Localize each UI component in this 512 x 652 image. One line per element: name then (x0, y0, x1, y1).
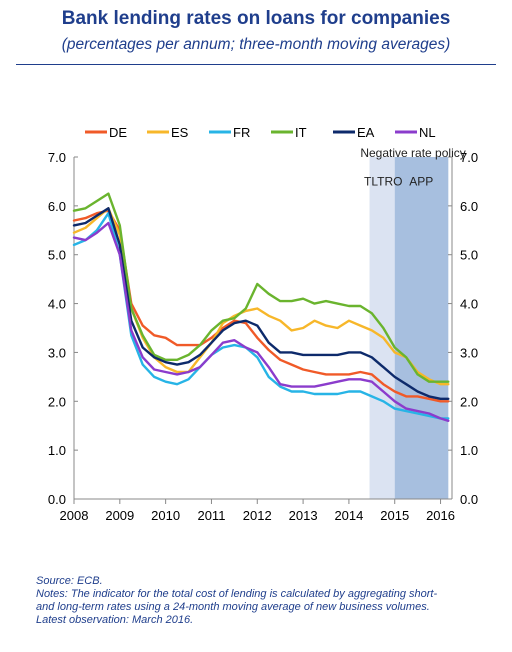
series-line-ea (72, 207, 450, 400)
x-tick-label: 2013 (289, 508, 318, 523)
y-tick-label-left: 1.0 (48, 443, 66, 458)
series-line-nl (72, 221, 450, 422)
x-tick-label: 2008 (60, 508, 89, 523)
y-tick-label-left: 4.0 (48, 297, 66, 312)
title-divider (16, 64, 496, 65)
annotation-tltro: TLTRO (364, 174, 402, 188)
notes-line-3: Latest observation: March 2016. (36, 614, 194, 626)
chart-notes: Source: ECB. Notes: The indicator for th… (36, 575, 496, 627)
legend-label-it: IT (295, 125, 307, 140)
chart-subtitle: (percentages per annum; three-month movi… (61, 36, 451, 53)
annotation-negative-rate-policy: Negative rate policy (360, 146, 465, 160)
x-tick-label: 2016 (426, 508, 455, 523)
x-tick-label: 2014 (334, 508, 363, 523)
y-tick-label-right: 5.0 (460, 248, 478, 263)
series-line-de (72, 209, 450, 403)
shaded-region-app (394, 157, 449, 499)
x-tick-label: 2012 (243, 508, 272, 523)
y-tick-label-right: 7.0 (460, 150, 478, 165)
y-tick-label-right: 1.0 (460, 443, 478, 458)
y-tick-label-right: 4.0 (460, 297, 478, 312)
y-tick-label-right: 6.0 (460, 199, 478, 214)
legend-label-es: ES (171, 125, 189, 140)
y-tick-label-right: 3.0 (460, 345, 478, 360)
y-tick-label-right: 2.0 (460, 394, 478, 409)
y-tick-label-left: 3.0 (48, 345, 66, 360)
x-tick-label: 2015 (380, 508, 409, 523)
y-tick-label-left: 0.0 (48, 492, 66, 507)
notes-line-2: and long-term rates using a 24-month mov… (36, 601, 430, 613)
legend-label-fr: FR (233, 125, 250, 140)
notes-line-1: Notes: The indicator for the total cost … (36, 588, 438, 600)
y-tick-label-left: 6.0 (48, 199, 66, 214)
source-note: Source: ECB. (36, 575, 103, 587)
chart-title: Bank lending rates on loans for companie… (61, 8, 451, 29)
x-tick-label: 2011 (197, 508, 225, 523)
x-tick-label: 2009 (105, 508, 134, 523)
y-tick-label-left: 5.0 (48, 248, 66, 263)
x-tick-label: 2010 (151, 508, 180, 523)
series-line-fr (72, 211, 450, 420)
line-chart: 0.0 0.0 1.0 1.0 2.0 2.0 3.0 3.0 4.0 4.0 5.0 5.0 6.0 6… (48, 125, 478, 523)
annotation-app: APP (409, 174, 433, 188)
legend-label-de: DE (109, 125, 127, 140)
series-line-it (72, 192, 450, 383)
legend-label-nl: NL (419, 125, 436, 140)
y-tick-label-left: 2.0 (48, 394, 66, 409)
legend-label-ea: EA (357, 125, 375, 140)
y-tick-label-right: 0.0 (460, 492, 478, 507)
y-tick-label-left: 7.0 (48, 150, 66, 165)
